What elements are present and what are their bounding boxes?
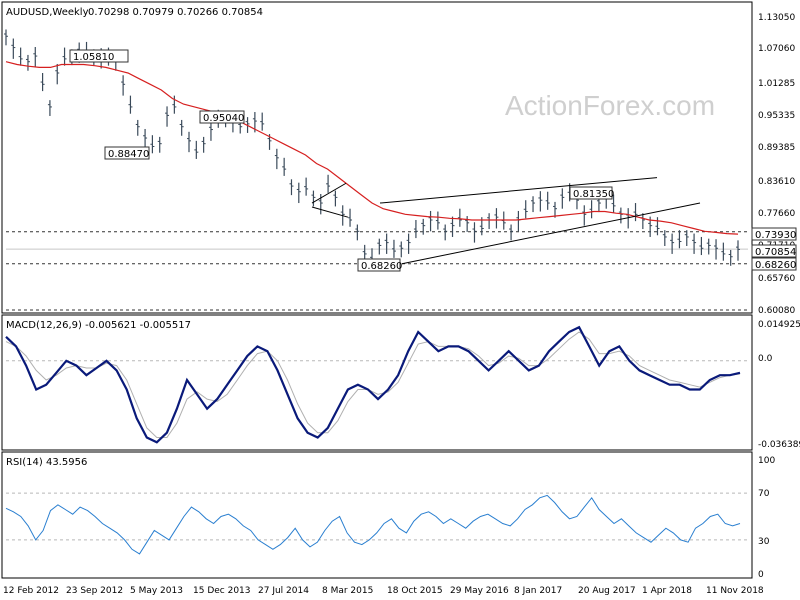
channel-upper-line xyxy=(379,177,658,204)
y-tick-label: 0.95335 xyxy=(758,111,795,121)
x-tick-label: 20 Aug 2017 xyxy=(578,586,636,596)
y-tick-label: 0.65760 xyxy=(758,274,795,284)
y-tick-label: 0.89385 xyxy=(758,143,795,153)
x-tick-label: 18 Oct 2015 xyxy=(387,586,443,596)
x-tick-label: 5 May 2013 xyxy=(130,586,183,596)
price-annotations: 1.05810 0.95040 0.88470 0.81350 0.68260 0.708… xyxy=(69,49,797,272)
macd-main-line xyxy=(5,325,741,444)
x-tick-label: 27 Jul 2014 xyxy=(258,586,309,596)
annotation-box xyxy=(357,258,401,272)
annotation-box xyxy=(69,49,129,63)
y-tick-label: 30 xyxy=(758,537,770,547)
annotation-box xyxy=(569,186,613,200)
macd-title: MACD(12,26,9) -0.005621 -0.005517 xyxy=(6,320,191,331)
annotation-label: 1.05810 xyxy=(73,52,114,63)
ohlc-values: 0.70298 0.70979 0.70266 0.70854 xyxy=(88,7,263,18)
annotation-label: 0.81350 xyxy=(573,189,614,200)
annotation-label: 0.68260 xyxy=(361,261,402,272)
y-tick-label: -0.036389 xyxy=(758,440,800,450)
sma-line xyxy=(5,61,739,235)
macd-panel-frame xyxy=(1,314,753,451)
y-tick-label: 70 xyxy=(758,489,770,499)
channel-lower-line xyxy=(401,202,701,265)
y-tick-label: 1.13050 xyxy=(758,13,795,23)
y-tick-label: 0.77660 xyxy=(758,209,795,219)
annotation-box xyxy=(751,227,797,241)
rsi-lines xyxy=(5,492,748,555)
annotation-label: 0.88470 xyxy=(108,149,149,160)
y-tick-label: 1.07060 xyxy=(758,44,795,54)
price-grid xyxy=(6,231,748,311)
annotation-box xyxy=(751,257,797,271)
annotation-label: 0.73930 xyxy=(755,230,796,241)
rsi-panel-frame xyxy=(1,451,753,579)
y-tick-label: 0.014925 xyxy=(758,320,800,330)
trend-lines xyxy=(311,177,701,265)
rsi-line xyxy=(5,494,741,555)
annotation-label: 0.70854 xyxy=(755,247,796,258)
y-tick-label: 100 xyxy=(758,456,775,466)
annotation-box xyxy=(199,110,245,124)
macd-lines xyxy=(5,325,748,444)
x-axis: 12 Feb 2012 23 Sep 2012 5 May 2013 15 De… xyxy=(3,586,764,596)
y-tick-label: 0.60080 xyxy=(758,306,795,316)
y-tick-label: 0 xyxy=(758,570,764,580)
y-tick-label: 0.0 xyxy=(758,354,773,364)
y-tick-label: 1.01285 xyxy=(758,79,795,89)
x-tick-label: 1 Apr 2018 xyxy=(642,586,692,596)
x-tick-label: 8 Mar 2015 xyxy=(322,586,373,596)
y-tick-label: 0.83610 xyxy=(758,177,795,187)
macd-signal-line xyxy=(5,331,741,438)
rsi-title: RSI(14) 43.5956 xyxy=(6,457,87,468)
symbol-timeframe: AUDUSD,Weekly xyxy=(6,7,89,18)
x-tick-label: 23 Sep 2012 xyxy=(66,586,123,596)
x-tick-label: 8 Jan 2017 xyxy=(514,586,562,596)
x-tick-label: 29 May 2016 xyxy=(450,586,509,596)
x-tick-label: 12 Feb 2012 xyxy=(3,586,59,596)
macd-y-axis: 0.014925 0.0 -0.036389 xyxy=(758,320,800,450)
watermark: ActionForex.com xyxy=(505,90,715,121)
triangle-upper-line xyxy=(311,182,347,204)
x-tick-label: 15 Dec 2013 xyxy=(193,586,251,596)
price-sma xyxy=(5,61,739,235)
x-tick-label: 11 Nov 2018 xyxy=(706,586,764,596)
annotation-box xyxy=(751,244,797,258)
annotation-label: 0.95040 xyxy=(203,113,244,124)
annotation-box xyxy=(104,146,150,160)
annotation-label: 0.68260 xyxy=(755,260,796,271)
rsi-y-axis: 100 70 30 0 xyxy=(758,456,775,580)
triangle-lower-line xyxy=(311,206,349,218)
